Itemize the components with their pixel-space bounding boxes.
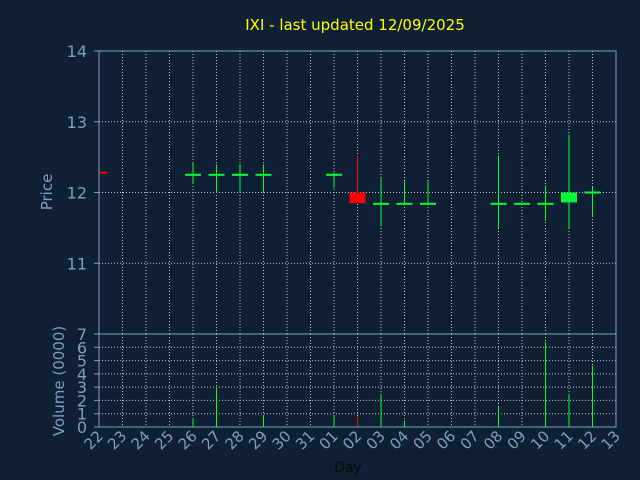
candle: [420, 181, 436, 205]
candle-body: [326, 173, 342, 176]
price-tick-labels: 11 12 13 14: [67, 42, 87, 273]
price-tick-label: 13: [67, 113, 87, 132]
price-tick-label: 12: [67, 184, 87, 203]
candle: [373, 178, 389, 227]
volume-grid: [94, 333, 616, 428]
candle: [208, 164, 225, 193]
candle: [349, 155, 366, 204]
candle-body: [99, 171, 107, 174]
candle: [490, 155, 507, 228]
volume-tick-label: 6: [77, 338, 87, 357]
candle-body: [514, 202, 530, 205]
chart-title: IXI - last updated 12/09/2025: [245, 16, 465, 34]
candle-body: [420, 202, 436, 205]
volume-tick-label: 7: [77, 325, 87, 344]
candle-body: [537, 202, 554, 205]
x-axis-label: Day: [334, 460, 362, 476]
candle: [396, 181, 413, 205]
candles: [98, 134, 601, 228]
candle-body: [584, 191, 601, 194]
candle: [561, 134, 577, 228]
volume-tick-label: 1: [77, 405, 87, 424]
candle: [232, 164, 248, 193]
price-tick-label: 14: [67, 42, 87, 61]
candle: [537, 185, 554, 221]
volume-tick-label: 2: [77, 391, 87, 410]
volume-bars: [192, 341, 593, 427]
volume-tick-label: 0: [77, 418, 87, 437]
candle-body: [208, 173, 225, 176]
candle: [185, 162, 201, 185]
candle: [584, 186, 601, 217]
volume-tick-label: 4: [77, 365, 87, 384]
candle-body: [232, 173, 248, 176]
candle-body: [185, 173, 201, 176]
price-axis-label: Price: [38, 174, 56, 211]
candle-body: [349, 192, 366, 204]
x-tick-labels: 2223242526272829303101020304050607080910…: [81, 427, 624, 453]
price-tick-label: 11: [67, 254, 87, 273]
candle-body: [255, 173, 272, 176]
candle: [255, 164, 272, 193]
volume-plot-frame: [98, 333, 617, 428]
candle-body: [396, 202, 413, 205]
volume-tick-label: 5: [77, 352, 87, 371]
volume-tick-label: 3: [77, 378, 87, 397]
volume-axis-label: Volume (0000): [50, 326, 68, 436]
candle-body: [490, 202, 507, 205]
candle: [326, 172, 342, 189]
candle-body: [373, 202, 389, 205]
candle-body: [561, 192, 577, 203]
candle: [514, 202, 530, 205]
